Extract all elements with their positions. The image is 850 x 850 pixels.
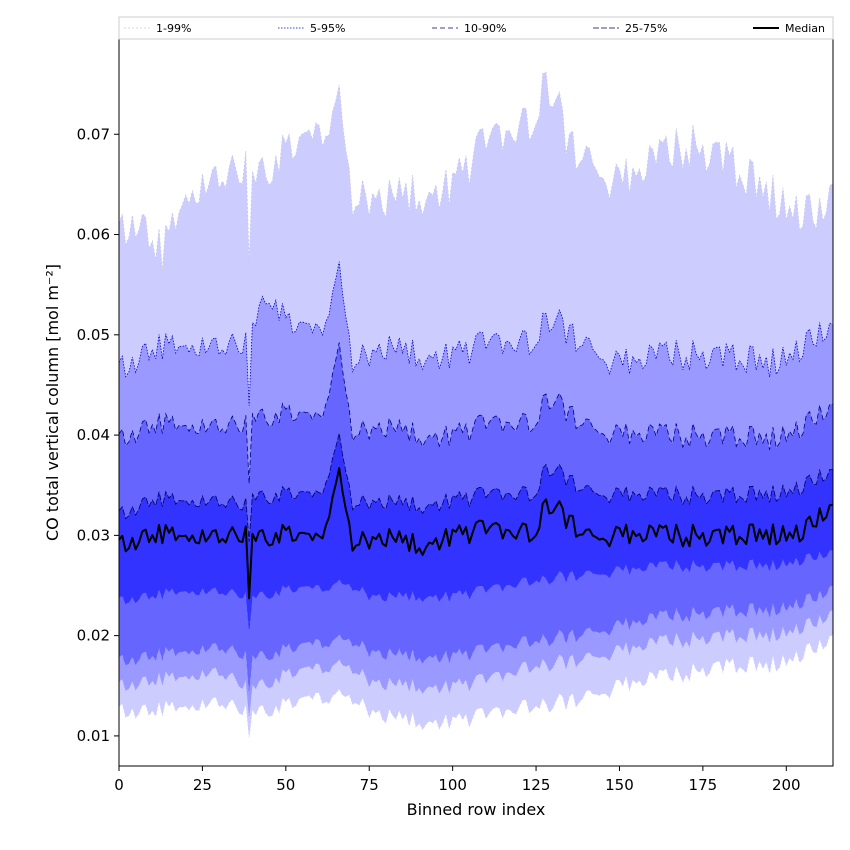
legend-box: [118, 16, 834, 40]
legend-item-25-75%: 25-75%: [593, 22, 667, 35]
x-tick-label: 125: [522, 776, 551, 794]
legend-label: 1-99%: [156, 22, 191, 35]
y-axis-label: CO total vertical column [mol m⁻²]: [43, 264, 62, 541]
band-lower-edge-25-75%: [118, 549, 834, 630]
legend: 1-99% 5-95% 10-90% 25-75% Median: [118, 16, 834, 40]
band-25-75%: [119, 433, 833, 630]
percentile-bands: [119, 72, 833, 738]
x-tick-label: 0: [114, 776, 124, 794]
x-tick-label: 75: [360, 776, 379, 794]
x-tick-label: 150: [605, 776, 634, 794]
x-tick-label: 100: [438, 776, 467, 794]
legend-item-5-95%: 5-95%: [278, 22, 345, 35]
x-tick-label: 200: [772, 776, 801, 794]
x-axis-label: Binned row index: [407, 800, 546, 819]
band-lower-edge-1-99%: [118, 634, 834, 738]
band-lower-edge-5-95%: [118, 609, 834, 717]
y-tick-label: 0.03: [77, 526, 110, 544]
y-tick-label: 0.04: [77, 426, 110, 444]
legend-item-1-99%: 1-99%: [124, 22, 191, 35]
y-tick-label: 0.01: [77, 727, 110, 745]
y-tick-label: 0.07: [77, 125, 110, 143]
band-upper-edge-25-75%: [118, 433, 834, 542]
x-tick-label: 50: [276, 776, 295, 794]
y-axis: 0.01 0.02 0.03 0.04 0.05 0.06 0.07: [77, 125, 119, 745]
y-tick-label: 0.02: [77, 627, 110, 645]
median-series: [118, 467, 834, 600]
x-tick-label: 175: [689, 776, 718, 794]
legend-label: 25-75%: [625, 22, 667, 35]
y-tick-label: 0.05: [77, 326, 110, 344]
x-axis: 0 25 50 75 100 125 150 175 200: [114, 766, 801, 794]
y-tick-label: 0.06: [77, 226, 110, 244]
legend-label: 5-95%: [310, 22, 345, 35]
legend-label: Median: [785, 22, 825, 35]
median-line: [118, 467, 834, 600]
band-upper-edge-5-95%: [118, 261, 834, 406]
x-tick-label: 25: [193, 776, 212, 794]
legend-item-Median: Median: [753, 22, 825, 35]
legend-label: 10-90%: [464, 22, 506, 35]
legend-item-10-90%: 10-90%: [432, 22, 506, 35]
band-upper-edge-10-90%: [118, 342, 834, 484]
band-lower-edge-10-90%: [118, 584, 834, 692]
percentile-edges: [118, 71, 834, 738]
